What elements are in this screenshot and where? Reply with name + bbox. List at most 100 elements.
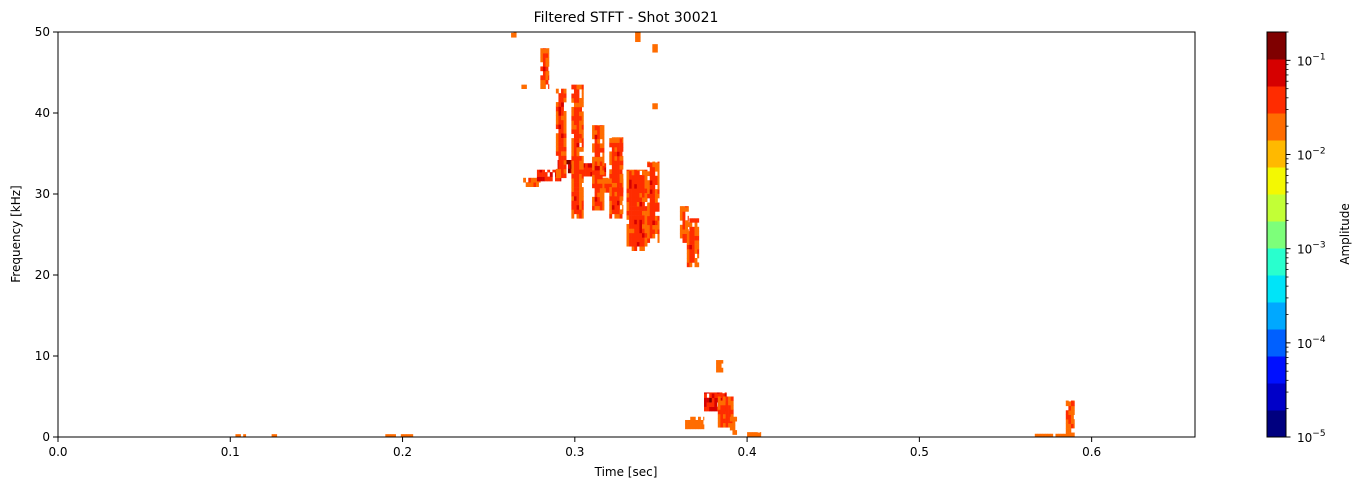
- burst-b-cell: [561, 102, 564, 107]
- burst-c-cell: [579, 204, 583, 210]
- burst-c-cell: [576, 204, 580, 210]
- burst-e-cell: [622, 187, 624, 192]
- burst-f-cell: [634, 223, 638, 229]
- burst-c-cell: [576, 102, 580, 108]
- burst-f-cell: [631, 183, 635, 189]
- burst-d-cell: [599, 205, 603, 211]
- burst-d-cell: [597, 130, 601, 135]
- burst-i-cell: [691, 218, 695, 223]
- colorbar-level: [1267, 194, 1286, 222]
- late-b-cell: [1055, 433, 1059, 438]
- burst-f-cell: [642, 219, 645, 225]
- burst-e-cell: [614, 196, 618, 201]
- chirp-ridge-cell: [523, 177, 527, 183]
- late-a-cell: [1073, 432, 1075, 438]
- low-a-cell: [706, 402, 710, 407]
- chirp-ridge-cell: [528, 182, 532, 188]
- low-b-cell: [720, 409, 724, 415]
- burst-f-cell: [634, 232, 638, 238]
- y-tick-label: 30: [35, 187, 50, 201]
- burst-f-cell: [644, 192, 648, 198]
- burst-i-cell: [686, 222, 690, 228]
- burst-h-cell: [682, 224, 686, 230]
- burst-g-cell: [647, 184, 651, 190]
- burst-f-cell: [634, 237, 638, 243]
- chirp-ridge-cell: [567, 159, 571, 165]
- burst-c-cell: [571, 115, 575, 121]
- burst-b-cell: [555, 88, 559, 94]
- low-c-cell: [729, 425, 733, 431]
- top-b-cell: [637, 37, 641, 43]
- burst-d-cell: [602, 187, 605, 193]
- burst-a-cell: [542, 75, 546, 81]
- burst-d-cell: [602, 205, 605, 211]
- burst-h-cell: [679, 224, 683, 230]
- burst-c-cell: [581, 115, 584, 121]
- burst-c-cell: [571, 160, 575, 166]
- burst-c-cell: [571, 106, 575, 112]
- burst-f-cell: [629, 197, 632, 202]
- burst-f-cell: [629, 174, 632, 180]
- burst-e-cell: [619, 187, 623, 192]
- burst-d-cell: [594, 125, 598, 131]
- colorbar-tick-label: 10−4: [1297, 335, 1326, 351]
- burst-b-cell: [558, 155, 562, 161]
- burst-b-cell: [563, 93, 567, 98]
- early-a-cell: [235, 434, 239, 438]
- low-a-cell: [724, 392, 727, 394]
- burst-d-cell: [599, 143, 603, 149]
- burst-e-cell: [617, 196, 620, 201]
- low-b-cell: [728, 418, 732, 424]
- chirp-ridge-cell: [539, 176, 543, 182]
- burst-g-cell: [657, 161, 660, 163]
- top-b-cell: [635, 32, 638, 38]
- burst-f-cell: [644, 215, 648, 220]
- burst-b-cell: [555, 106, 559, 112]
- burst-f-cell: [644, 223, 648, 229]
- burst-f-cell: [636, 215, 640, 220]
- early-c-cell: [403, 434, 407, 438]
- burst-f-cell: [636, 192, 640, 198]
- burst-g-cell: [647, 206, 651, 212]
- burst-c-cell: [573, 204, 577, 210]
- burst-d-cell: [602, 201, 605, 207]
- burst-g-cell: [657, 206, 660, 212]
- burst-i-cell: [686, 262, 690, 268]
- colorbar-level: [1267, 113, 1286, 141]
- spot-a-cell: [521, 84, 525, 89]
- low-b-cell: [722, 400, 726, 406]
- burst-c-cell: [581, 147, 584, 152]
- late-a-cell: [1070, 414, 1074, 420]
- burst-f-cell: [639, 223, 643, 229]
- low-c-cell: [732, 421, 736, 426]
- burst-g-cell: [649, 184, 653, 190]
- burst-i-cell: [689, 222, 693, 228]
- burst-c-cell: [576, 160, 580, 166]
- burst-c-cell: [576, 93, 580, 99]
- burst-d-cell: [602, 161, 605, 166]
- burst-d-cell: [599, 134, 603, 140]
- chirp-ridge-cell: [603, 187, 607, 193]
- plot-area: [57, 31, 1196, 438]
- burst-c-cell: [571, 147, 575, 152]
- colorbar-level: [1267, 167, 1286, 195]
- burst-c-cell: [579, 120, 583, 126]
- burst-f-cell: [631, 169, 635, 171]
- burst-b-cell: [563, 159, 567, 165]
- chirp-ridge-cell: [549, 176, 553, 182]
- low-b-cell: [725, 422, 729, 428]
- chirp-ridge-cell: [547, 176, 551, 182]
- burst-d-cell: [597, 134, 601, 140]
- y-tick-label: 10: [35, 349, 50, 363]
- colorbar-level: [1267, 59, 1286, 87]
- low-d-cell: [721, 360, 724, 364]
- burst-f-cell: [626, 215, 630, 220]
- chirp-ridge-cell: [530, 182, 534, 188]
- chirp-ridge-cell: [603, 167, 607, 173]
- burst-c-cell: [573, 147, 577, 152]
- burst-f-cell: [636, 232, 640, 238]
- burst-c-cell: [571, 124, 575, 130]
- low-b-cell: [720, 405, 724, 410]
- burst-e-cell: [609, 209, 613, 215]
- burst-g-cell: [654, 224, 658, 230]
